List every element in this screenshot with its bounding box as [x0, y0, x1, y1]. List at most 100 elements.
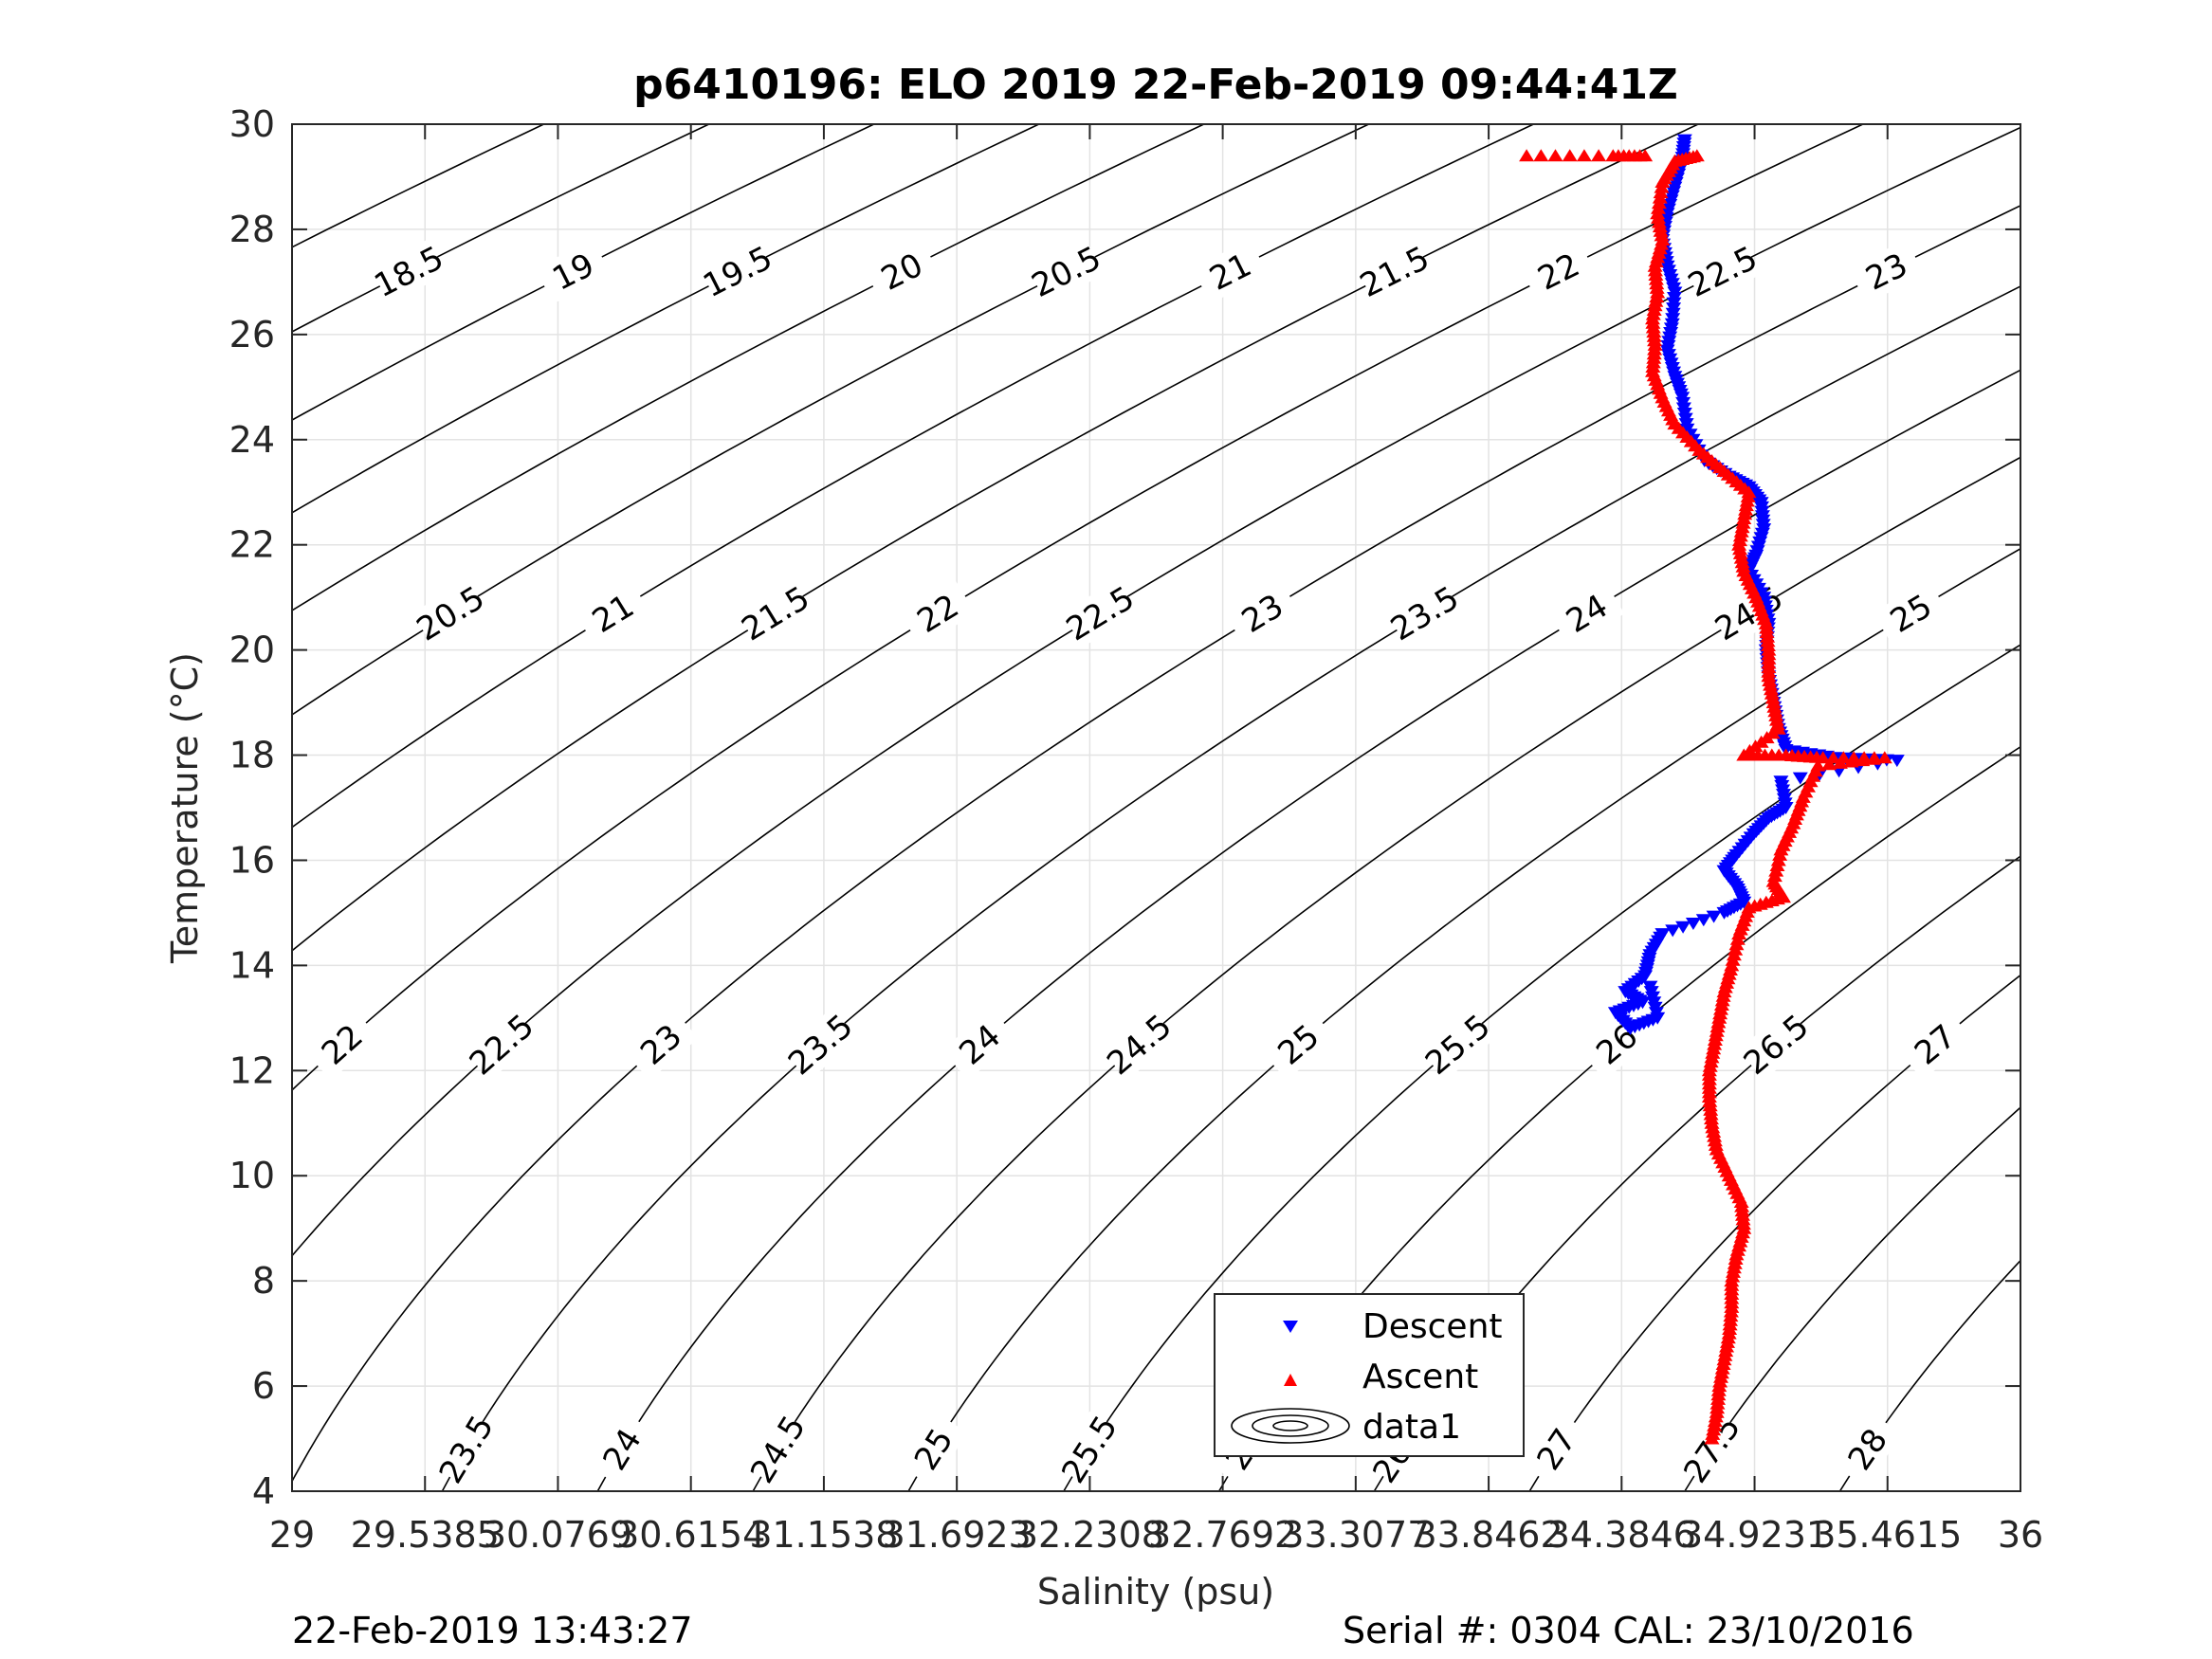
contour-label-bg	[588, 1411, 656, 1487]
plot-area	[292, 124, 2020, 1491]
ascent-marker	[1547, 149, 1563, 162]
ascent-marker	[1832, 756, 1848, 769]
contour-label-bg	[941, 1008, 1017, 1081]
contour-line	[292, 126, 2020, 1257]
chart-title: p6410196: ELO 2019 22-Feb-2019 09:44:41Z	[633, 61, 1678, 109]
contour-label-bg	[1260, 1008, 1336, 1081]
contour-line	[752, 456, 2020, 1491]
data-markers	[1519, 134, 1905, 1445]
y-tick-label: 20	[229, 629, 275, 671]
descent-marker	[1648, 1007, 1664, 1020]
descent-marker	[1685, 918, 1701, 930]
ascent-marker	[1843, 755, 1859, 768]
contour-label-bg	[1028, 239, 1105, 304]
contour-line	[292, 124, 1206, 611]
legend: Descent Ascent data1	[1214, 1293, 1525, 1457]
x-tick-label: 30.0769	[484, 1514, 632, 1556]
contour-label-bg	[1873, 579, 1949, 647]
y-tick-label: 18	[229, 735, 275, 776]
ascent-marker	[1653, 186, 1669, 199]
contour-label-bg	[899, 1411, 968, 1487]
contour-label-bg	[1738, 1008, 1814, 1081]
contour-label-bg	[743, 1411, 812, 1487]
y-tick-label: 24	[229, 419, 275, 461]
ascent-marker	[1652, 191, 1668, 204]
contour-label-bg	[304, 1008, 379, 1081]
contour-label-bg	[699, 239, 776, 304]
ascent-marker	[1815, 751, 1831, 764]
contour-label-bg	[1520, 239, 1597, 304]
contour-label-bg	[1419, 1008, 1495, 1081]
x-tick-label: 31.1538	[749, 1514, 898, 1556]
descent-marker	[1716, 906, 1732, 920]
x-tick-label: 32.7692	[1148, 1514, 1297, 1556]
x-tick-label: 29.5385	[351, 1514, 500, 1556]
legend-descent-marker	[1283, 1321, 1298, 1333]
x-tick-label: 31.6923	[883, 1514, 1032, 1556]
x-tick-label: 29	[269, 1514, 315, 1556]
descent-marker	[1706, 910, 1722, 923]
y-axis: 4 6 8 10 12 14 16 18 20 22 24 26 28 30	[229, 103, 2020, 1512]
plot-frame	[291, 123, 2021, 1492]
legend-data1-label: data1	[1362, 1408, 1461, 1447]
contour-label-bg	[1832, 1411, 1903, 1487]
ascent-marker	[1821, 757, 1837, 771]
ascent-marker	[1654, 175, 1671, 188]
y-tick-label: 10	[229, 1155, 275, 1196]
contour-label-bg	[1101, 1008, 1177, 1081]
y-axis-label: Temperature (°C)	[164, 652, 206, 964]
y-tick-label: 8	[252, 1260, 275, 1302]
x-tick-label: 34.9231	[1680, 1514, 1829, 1556]
x-tick-label: 35.4615	[1813, 1514, 1962, 1556]
contour-line	[441, 285, 2020, 1491]
contour-label-bg	[1548, 579, 1625, 647]
contour-label-bg	[1897, 1008, 1973, 1081]
ascent-marker	[1519, 149, 1535, 162]
contour-label-bg	[1386, 579, 1463, 647]
footer-timestamp: 22-Feb-2019 13:43:27	[292, 1610, 693, 1651]
ascent-marker	[1651, 201, 1666, 214]
contour-label-bg	[782, 1008, 858, 1081]
contour-line	[292, 124, 876, 422]
contour-label-bg	[431, 1411, 501, 1487]
footer-serial-calibration: Serial #: 0304 CAL: 23/10/2016	[1343, 1610, 1914, 1651]
descent-marker	[1792, 772, 1808, 785]
contour-line	[1373, 855, 2020, 1491]
descent-marker	[1695, 914, 1711, 927]
contour-label-bg	[535, 239, 612, 304]
descent-marker	[1665, 924, 1681, 938]
y-tick-label: 4	[252, 1470, 275, 1512]
descent-marker	[1642, 980, 1658, 994]
descent-marker	[1645, 991, 1660, 1004]
contour-line	[292, 124, 1041, 514]
descent-marker	[1647, 1001, 1663, 1014]
ascent-marker	[1704, 1431, 1720, 1445]
contour-label-bg	[1521, 1411, 1591, 1487]
ascent-marker	[1768, 864, 1784, 877]
y-tick-label: 6	[252, 1365, 275, 1407]
ascent-marker	[1766, 869, 1782, 883]
legend-data1-contour-icon	[1231, 1408, 1350, 1444]
contour-line	[907, 547, 2020, 1491]
contour-label-bg	[411, 579, 488, 647]
contour-label-bg	[1684, 239, 1761, 304]
ascent-marker	[1772, 848, 1788, 861]
x-tick-label: 30.6154	[616, 1514, 765, 1556]
contour-label-bg	[1192, 239, 1269, 304]
ascent-marker	[1725, 953, 1741, 966]
x-tick-label: 34.3846	[1547, 1514, 1696, 1556]
legend-ascent-marker	[1284, 1374, 1297, 1386]
descent-marker	[1675, 921, 1691, 934]
descent-marker	[1643, 986, 1659, 999]
ascent-marker	[1533, 149, 1549, 162]
contour-line	[1683, 1106, 2020, 1491]
y-tick-label: 12	[229, 1049, 275, 1091]
legend-box	[1214, 1293, 1525, 1457]
ascent-marker	[1876, 751, 1892, 764]
legend-descent-label: Descent	[1362, 1307, 1503, 1346]
x-tick-label: 36	[1998, 1514, 2043, 1556]
y-tick-label: 16	[229, 839, 275, 881]
descent-marker	[1646, 996, 1662, 1010]
